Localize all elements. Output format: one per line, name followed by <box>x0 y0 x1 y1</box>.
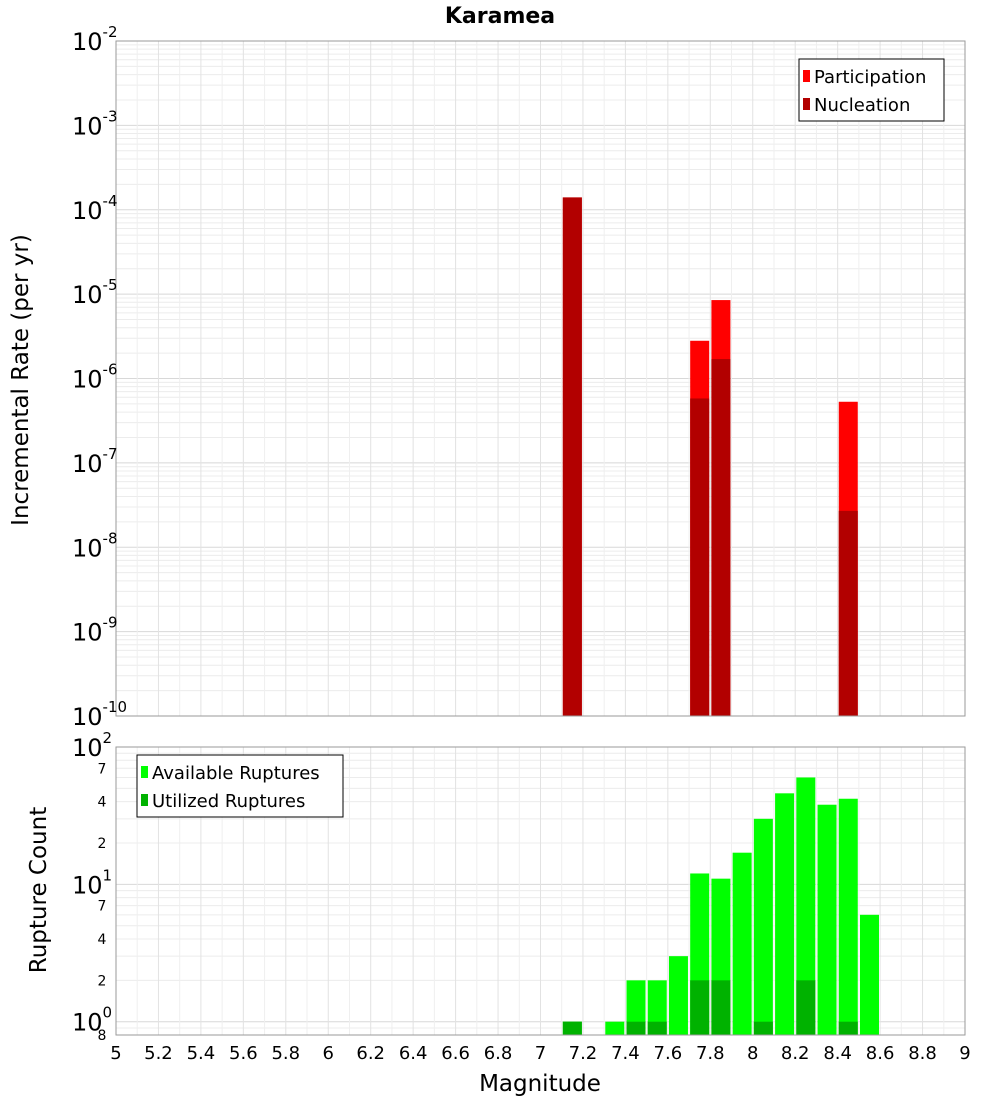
bottom-legend-label: Available Ruptures <box>152 763 320 784</box>
bottom-y-minor-tick-label: 2 <box>98 836 107 852</box>
bottom-bar-utilized-ruptures <box>647 1021 667 1035</box>
x-tick-label: 7 <box>535 1043 546 1064</box>
bottom-y-minor-tick-label: 2 <box>98 973 107 989</box>
top-y-tick-label: 10-6 <box>72 361 118 394</box>
top-legend: Participation Nucleation <box>798 58 945 122</box>
top-bar-nucleation <box>838 510 858 716</box>
bottom-legend-label: Utilized Ruptures <box>152 791 305 812</box>
x-tick-label: 6.6 <box>441 1043 470 1064</box>
x-tick-label: 8.4 <box>823 1043 852 1064</box>
top-bar-nucleation <box>562 197 582 717</box>
x-tick-label: 9 <box>959 1043 970 1064</box>
bottom-legend: Available Ruptures Utilized Ruptures <box>136 754 344 818</box>
x-tick-label: 8.8 <box>908 1043 937 1064</box>
top-bar-nucleation <box>690 398 710 716</box>
bottom-y-tick-label: 102 <box>72 729 112 762</box>
x-tick-label: 6.2 <box>356 1043 385 1064</box>
top-y-tick-label: 10-2 <box>72 23 118 56</box>
x-tick-label: 5.4 <box>187 1043 216 1064</box>
bottom-plot: 100 101 102 8 2 4 7 2 4 7 <box>72 729 966 1044</box>
top-plot-frame <box>115 40 966 717</box>
x-tick-label: 7.4 <box>611 1043 640 1064</box>
bottom-legend-swatch <box>141 766 148 778</box>
top-y-tick-label: 10-4 <box>72 192 118 225</box>
bottom-bar-utilized-ruptures <box>753 1021 773 1035</box>
bottom-y-minor-tick-label: 7 <box>98 761 107 777</box>
bottom-y-axis-label: Rupture Count <box>26 807 52 973</box>
bottom-bar-available-ruptures <box>626 980 646 1035</box>
bottom-y-minor-tick-label: 7 <box>98 899 107 915</box>
top-bar-nucleation <box>711 359 731 716</box>
x-tick-label: 8.6 <box>866 1043 895 1064</box>
bottom-y-minor-tick-label: 8 <box>98 1028 107 1044</box>
x-tick-label: 8.2 <box>781 1043 810 1064</box>
bottom-bar-utilized-ruptures <box>796 980 816 1035</box>
top-y-tick-label: 10-9 <box>72 614 118 647</box>
bottom-bar-available-ruptures <box>817 804 837 1035</box>
top-y-tick-label: 10-3 <box>72 107 118 140</box>
bottom-bar-utilized-ruptures <box>838 1021 858 1035</box>
bottom-y-tick-label: 101 <box>72 866 112 899</box>
bottom-y-minor-tick-label: 4 <box>98 932 107 948</box>
x-tick-label: 7.6 <box>654 1043 683 1064</box>
bottom-legend-swatch <box>141 794 148 806</box>
x-axis-ticks: 5 5.2 5.4 5.6 5.8 6 6.2 6.4 6.6 6.8 7 7.2 7.4 7.6 7.8 8… <box>110 1043 970 1064</box>
x-tick-label: 6 <box>323 1043 334 1064</box>
bottom-bar-utilized-ruptures <box>690 980 710 1035</box>
bottom-y-minor-tick-label: 4 <box>98 795 107 811</box>
bottom-bar-available-ruptures <box>647 980 667 1035</box>
top-legend-box <box>798 58 945 122</box>
bottom-bar-utilized-ruptures <box>562 1021 582 1035</box>
bottom-bar-utilized-ruptures <box>626 1021 646 1035</box>
bottom-plot-frame <box>115 746 966 1036</box>
x-tick-label: 6.8 <box>484 1043 513 1064</box>
bottom-bar-utilized-ruptures <box>711 980 731 1035</box>
x-tick-label: 6.4 <box>399 1043 428 1064</box>
bottom-y-tick-label: 100 <box>72 1004 112 1037</box>
top-y-tick-label: 10-5 <box>72 276 118 309</box>
top-y-tick-label: 10-10 <box>72 698 127 731</box>
bottom-bar-available-ruptures <box>668 956 688 1035</box>
bottom-bar-available-ruptures <box>732 852 752 1035</box>
x-axis-label: Magnitude <box>479 1071 601 1097</box>
bottom-bar-available-ruptures <box>753 818 773 1035</box>
bottom-legend-box <box>136 754 344 818</box>
bottom-bar-available-ruptures <box>605 1021 625 1035</box>
top-y-axis-label: Incremental Rate (per yr) <box>8 234 34 526</box>
top-y-tick-label: 10-8 <box>72 529 118 562</box>
bottom-bar-available-ruptures <box>796 777 816 1035</box>
x-tick-label: 7.2 <box>569 1043 598 1064</box>
top-legend-label: Participation <box>814 67 926 88</box>
bottom-bar-available-ruptures <box>775 793 795 1035</box>
top-legend-swatch <box>803 98 810 110</box>
chart-title: Karamea <box>445 4 555 29</box>
bottom-bar-available-ruptures <box>859 914 879 1035</box>
top-plot: 10-10 10-9 10-8 10-7 10-6 10-5 10-4 10-3 10-2 <box>72 23 966 731</box>
x-tick-label: 8 <box>747 1043 758 1064</box>
x-tick-label: 5.8 <box>271 1043 300 1064</box>
top-legend-label: Nucleation <box>814 95 910 116</box>
bottom-bar-available-ruptures <box>838 798 858 1035</box>
x-tick-label: 5 <box>110 1043 121 1064</box>
x-tick-label: 5.2 <box>144 1043 173 1064</box>
top-legend-swatch <box>803 70 810 82</box>
top-y-tick-label: 10-7 <box>72 445 118 478</box>
x-tick-label: 7.8 <box>696 1043 725 1064</box>
x-tick-label: 5.6 <box>229 1043 258 1064</box>
